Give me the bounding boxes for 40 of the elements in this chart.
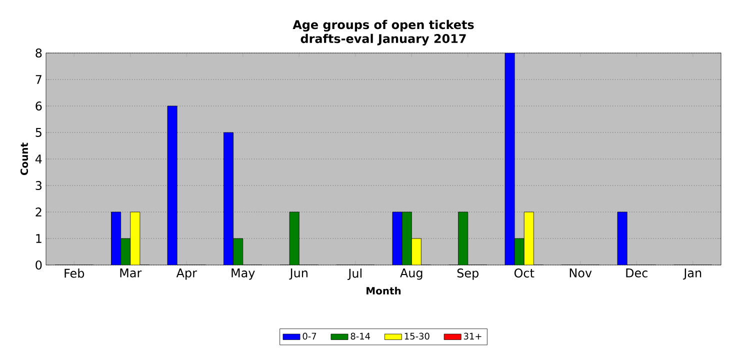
bar xyxy=(111,212,122,265)
y-tick-label: 4 xyxy=(35,154,42,164)
x-tick-label: Mar xyxy=(120,268,142,278)
legend-label: 31+ xyxy=(464,332,482,340)
y-tick-label: 3 xyxy=(36,180,42,190)
y-tick-label: 7 xyxy=(36,75,42,84)
x-tick-label: Dec xyxy=(626,268,648,278)
y-tick-label: 6 xyxy=(36,101,42,111)
y-tick-label: 1 xyxy=(36,234,42,243)
x-tick-label: May xyxy=(232,268,255,280)
legend-label: 15-30 xyxy=(404,332,430,340)
x-tick-label: Feb xyxy=(64,268,84,278)
bar xyxy=(120,238,131,265)
y-tick-label: 8 xyxy=(36,48,42,58)
chart-subtitle: drafts-eval January 2017 xyxy=(300,34,466,46)
x-tick-label: Sep xyxy=(457,268,478,280)
x-tick-label: Aug xyxy=(400,268,422,280)
legend-label: 0-7 xyxy=(302,332,316,340)
y-tick-label: 0 xyxy=(36,260,42,270)
x-tick-label: Nov xyxy=(570,268,592,278)
y-tick-label: 2 xyxy=(36,208,42,216)
bar xyxy=(233,238,244,265)
chart-title: Age groups of open tickets xyxy=(292,20,474,32)
bar xyxy=(224,132,234,265)
bar xyxy=(130,212,140,265)
x-tick-label: Jan xyxy=(683,268,702,280)
x-tick-label: Oct xyxy=(514,268,534,278)
x-axis-title: Month xyxy=(366,286,401,295)
bar xyxy=(289,212,300,265)
bar xyxy=(411,238,422,265)
y-axis-title: Count xyxy=(20,142,28,176)
bar xyxy=(402,212,412,265)
y-tick-label: 5 xyxy=(36,128,42,137)
legend-label: 8-14 xyxy=(350,332,370,340)
x-tick-label: Jul xyxy=(348,268,362,280)
bar xyxy=(458,212,468,265)
x-tick-label: Jun xyxy=(289,268,308,280)
x-tick-label: Apr xyxy=(176,268,197,280)
bar xyxy=(524,212,534,265)
bar xyxy=(514,238,524,265)
